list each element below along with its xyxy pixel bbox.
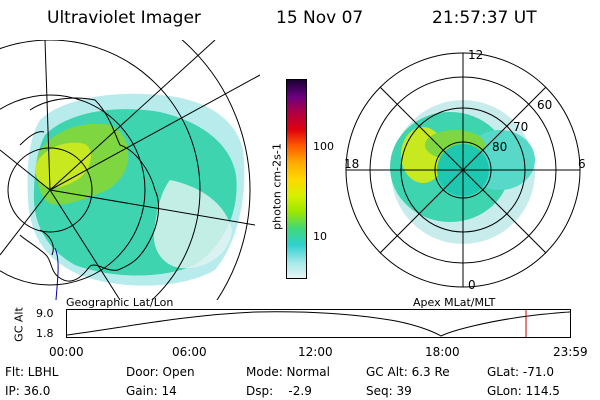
- geo-lon-line: [49, 189, 256, 226]
- coastline-2: [19, 131, 45, 146]
- status-ip: IP: 36.0: [5, 384, 51, 398]
- alt-xtick-0: 00:00: [49, 345, 84, 359]
- geographic-image: [0, 40, 260, 300]
- status-door: Door: Open: [126, 365, 195, 379]
- status-glat: GLat: -71.0: [487, 365, 554, 379]
- polar-panel-label: Apex MLat/MLT: [413, 296, 496, 309]
- geo-lat-circle-2: [0, 94, 146, 286]
- polar-image: [345, 52, 581, 288]
- geo-lat-circle-1: [7, 147, 93, 233]
- altitude-plot: [66, 309, 571, 338]
- time-label: 21:57:37 UT: [432, 8, 537, 28]
- alt-xtick-1: 06:00: [172, 345, 207, 359]
- geo-lon-line: [49, 74, 260, 191]
- colorbar: [286, 79, 307, 279]
- polar-diag: [379, 86, 547, 254]
- colorbar-tick-100: 100: [313, 140, 334, 153]
- geo-lon-line: [0, 189, 51, 256]
- status-seq: Seq: 39: [366, 384, 412, 398]
- geo-lon-line: [0, 149, 51, 191]
- alt-xtick-4: 23:59: [553, 345, 588, 359]
- date-label: 15 Nov 07: [276, 8, 364, 28]
- geo-panel-label: Geographic Lat/Lon: [66, 296, 174, 309]
- colorbar-unit-label: photon cm-2s-1: [270, 143, 284, 230]
- geo-aurora-dim: [153, 180, 232, 269]
- alt-ylabel: GC Alt: [12, 307, 26, 342]
- status-dsp: Dsp: -2.9: [246, 384, 312, 398]
- alt-xtick-3: 18:00: [425, 345, 460, 359]
- alt-ytick-high: 9.0: [36, 307, 54, 320]
- status-glon: GLon: 114.5: [487, 384, 560, 398]
- status-flt: Flt: LBHL: [5, 365, 59, 379]
- geo-lon-line: [44, 40, 51, 191]
- geo-lat-circle-4: [181, 40, 251, 300]
- geo-lat-circle-3: [0, 40, 201, 300]
- mlat-label-70: 70: [513, 120, 529, 134]
- instrument-title: Ultraviolet Imager: [47, 8, 201, 28]
- status-mode: Mode: Normal: [246, 365, 330, 379]
- colorbar-tick-10: 10: [313, 230, 327, 243]
- status-gc-alt: GC Alt: 6.3 Re: [366, 365, 450, 379]
- alt-ytick-low: 1.8: [36, 327, 54, 340]
- mlt-label-6: 6: [578, 157, 586, 171]
- geo-lon-line: [49, 40, 216, 191]
- coastline: [19, 97, 160, 282]
- mlt-label-0: 0: [468, 278, 476, 292]
- mlt-label-12: 12: [468, 48, 484, 62]
- coastline-4: [54, 247, 59, 300]
- status-gain: Gain: 14: [126, 384, 177, 398]
- mlt-label-18: 18: [344, 157, 360, 171]
- alt-xtick-2: 12:00: [298, 345, 333, 359]
- altitude-curve: [66, 311, 571, 337]
- mlat-label-80: 80: [492, 140, 508, 154]
- geo-lon-line: [49, 189, 121, 300]
- mlat-label-60: 60: [537, 98, 553, 112]
